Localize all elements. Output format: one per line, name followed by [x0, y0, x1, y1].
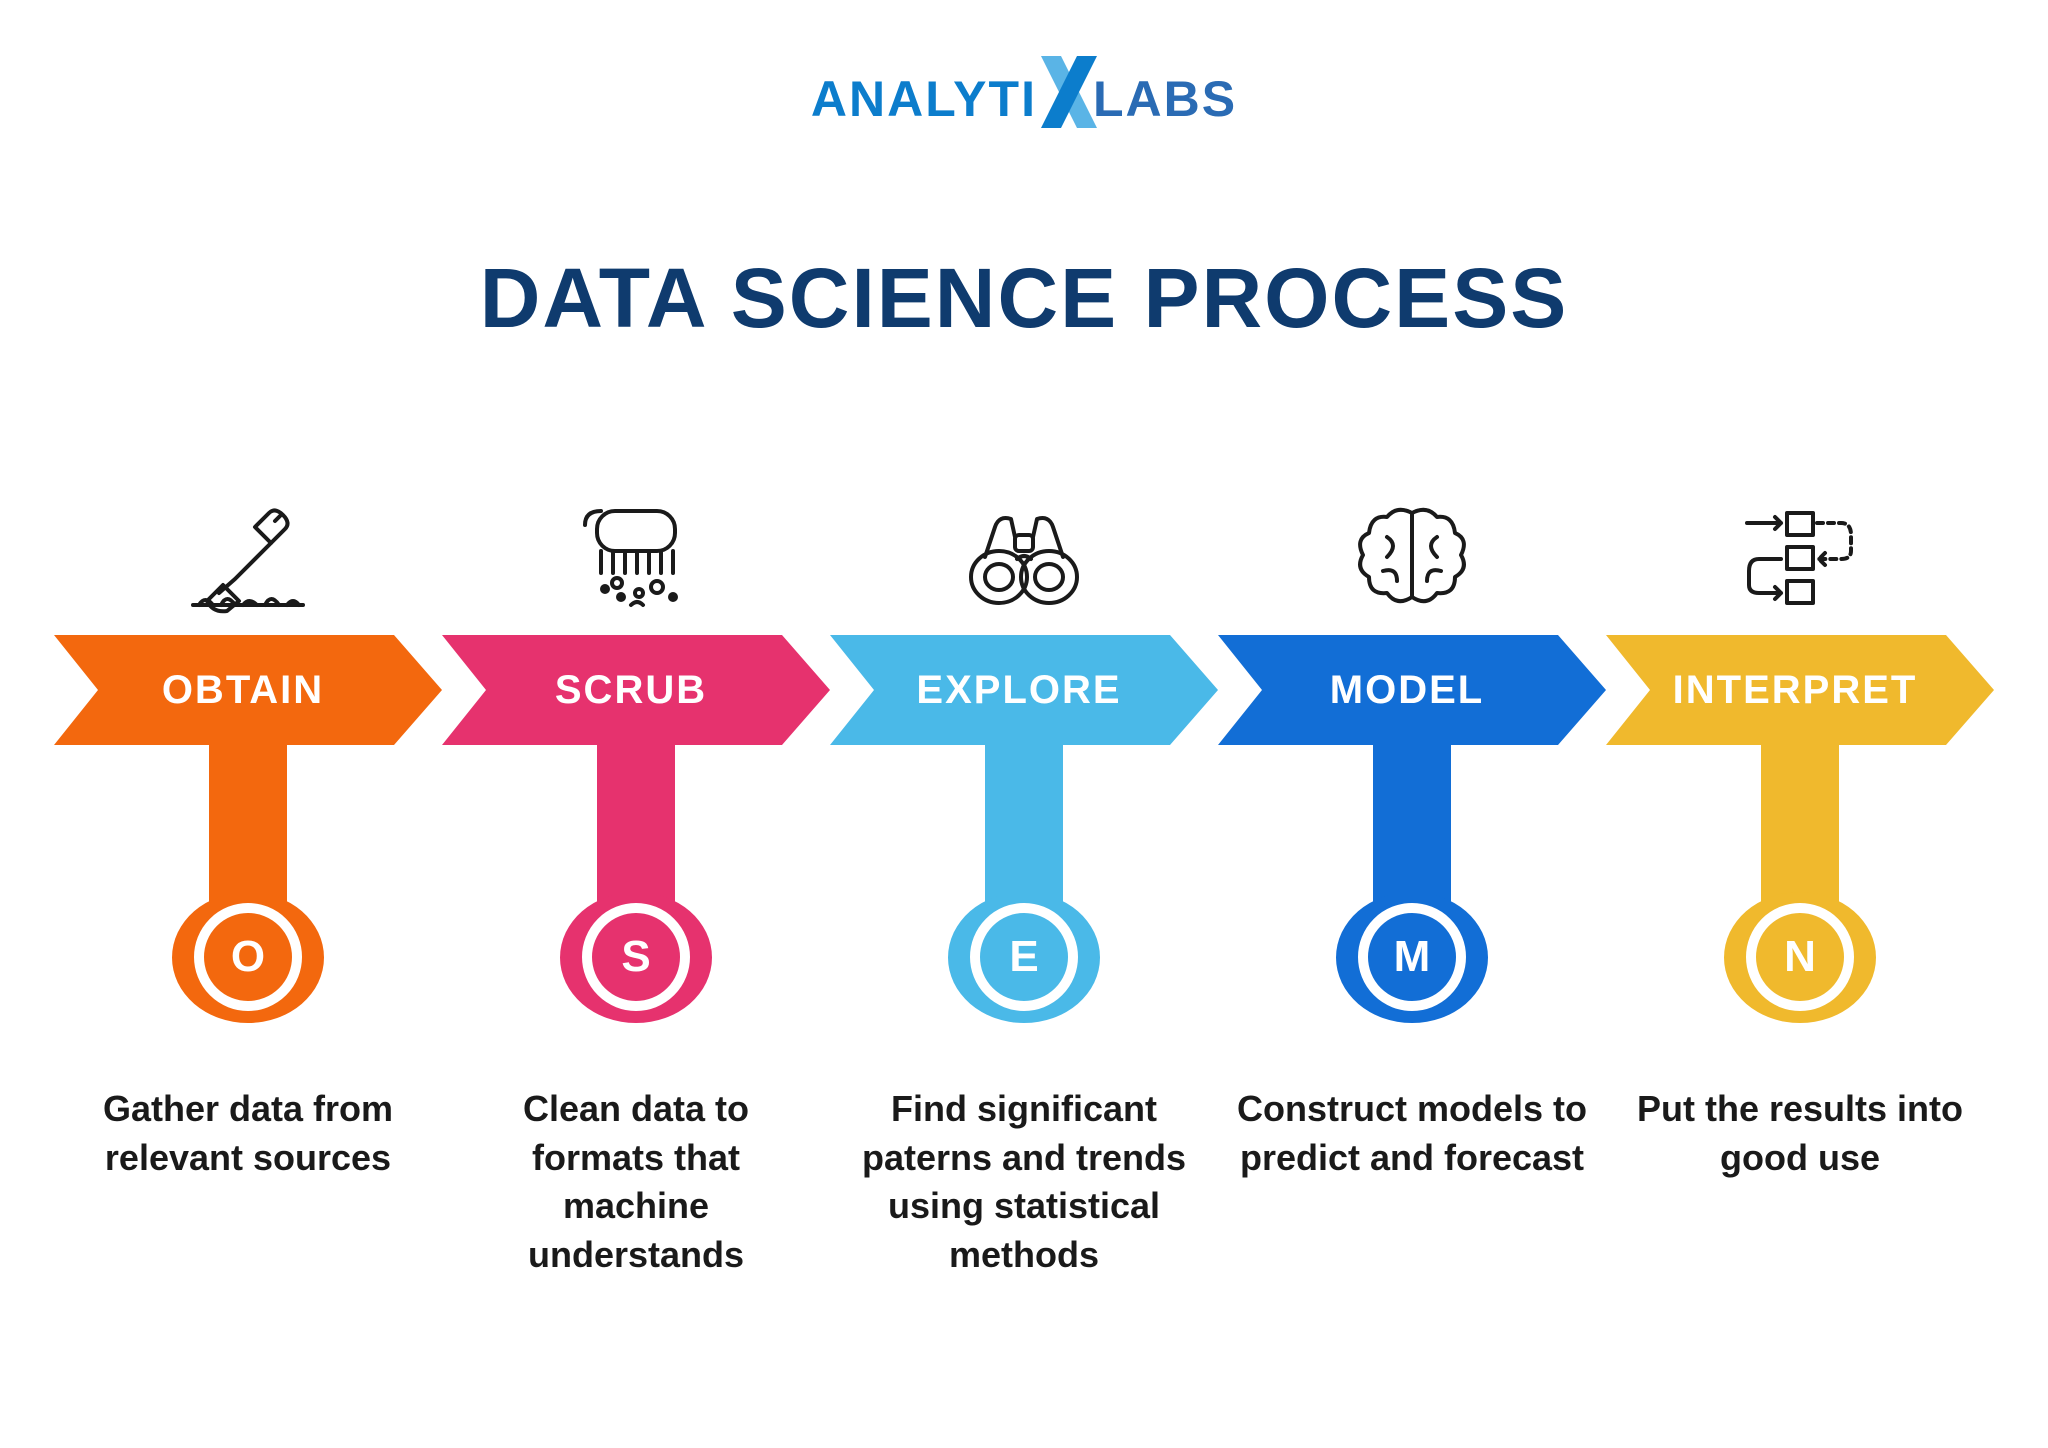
step-label: MODEL — [1218, 635, 1606, 745]
pin-interpret: N — [1760, 743, 1840, 1023]
logo-text-analyti: ANALYTI — [811, 71, 1037, 127]
pin-scrub: S — [596, 743, 676, 1023]
step-label: OBTAIN — [54, 635, 442, 745]
arrow-explore: EXPLORE — [830, 635, 1218, 745]
shovel-icon — [183, 497, 313, 617]
arrow-obtain: OBTAIN — [54, 635, 442, 745]
brain-icon — [1347, 497, 1477, 617]
page-title: DATA SCIENCE PROCESS — [0, 250, 2048, 347]
step-label: SCRUB — [442, 635, 830, 745]
step-label: EXPLORE — [830, 635, 1218, 745]
step-letter: E — [970, 903, 1078, 1011]
workflow-icon — [1735, 497, 1865, 617]
step-label: INTERPRET — [1606, 635, 1994, 745]
logo-x-mark — [1035, 56, 1097, 140]
step-obtain: OBTAIN O Gather data from relevant sourc… — [54, 497, 442, 1279]
step-interpret: INTERPRET N Put the results into good us… — [1606, 497, 1994, 1279]
step-description: Construct models to predict and forecast — [1232, 1085, 1592, 1182]
step-model: MODEL M Construct models to predict and … — [1218, 497, 1606, 1279]
pin-explore: E — [984, 743, 1064, 1023]
pin-model: M — [1372, 743, 1452, 1023]
arrow-scrub: SCRUB — [442, 635, 830, 745]
pin-obtain: O — [208, 743, 288, 1023]
step-description: Put the results into good use — [1620, 1085, 1980, 1182]
step-description: Find significant paterns and trends usin… — [844, 1085, 1204, 1279]
step-description: Clean data to formats that machine under… — [456, 1085, 816, 1279]
step-scrub: SCRUB S Clean data to formats that machi… — [442, 497, 830, 1279]
step-explore: EXPLORE E Find significant paterns and t… — [830, 497, 1218, 1279]
arrow-model: MODEL — [1218, 635, 1606, 745]
logo-text-labs: LABS — [1093, 71, 1237, 127]
brand-logo: ANALYTI LABS — [0, 0, 2048, 140]
step-description: Gather data from relevant sources — [68, 1085, 428, 1182]
step-letter: O — [194, 903, 302, 1011]
step-letter: N — [1746, 903, 1854, 1011]
brush-icon — [571, 497, 701, 617]
process-steps: OBTAIN O Gather data from relevant sourc… — [54, 497, 1994, 1279]
binoculars-icon — [959, 497, 1089, 617]
step-letter: M — [1358, 903, 1466, 1011]
arrow-interpret: INTERPRET — [1606, 635, 1994, 745]
step-letter: S — [582, 903, 690, 1011]
